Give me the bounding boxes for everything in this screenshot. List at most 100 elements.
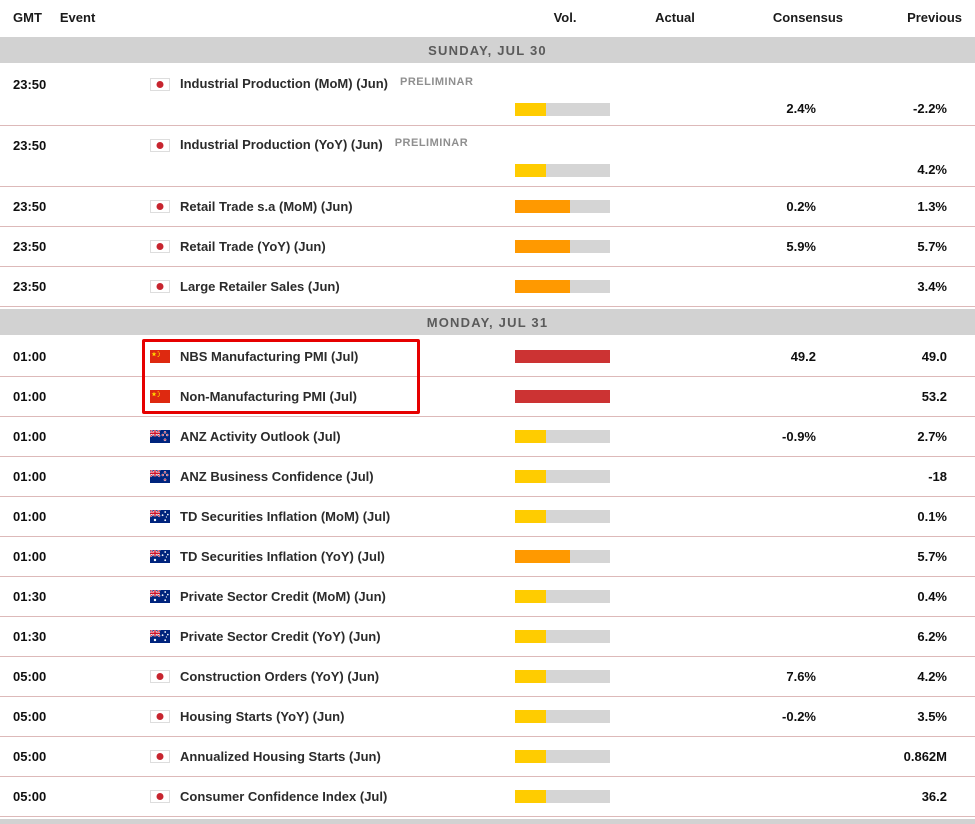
- event-time: 05:00: [13, 669, 47, 684]
- event-title: Construction Orders (YoY) (Jun): [180, 669, 380, 684]
- col-header-gmt: GMT: [13, 10, 42, 25]
- vol-cell: [515, 657, 615, 696]
- col-header-vol: Vol.: [553, 10, 577, 25]
- previous-value: 1.3%: [917, 199, 947, 214]
- event-time: 23:50: [13, 199, 47, 214]
- previous-value: -2.2%: [913, 101, 947, 116]
- event-time: 01:00: [13, 389, 47, 404]
- volatility-bar: [515, 430, 610, 443]
- consensus-value: [735, 737, 860, 776]
- event-note: PRELIMINAR: [399, 76, 474, 88]
- previous-value: -18: [928, 469, 947, 484]
- volatility-bar-fill: [515, 710, 547, 723]
- flag-cell: [140, 267, 172, 306]
- event-cell: Retail Trade (YoY) (Jun): [172, 227, 515, 266]
- vol-cell: [515, 187, 615, 226]
- event-row[interactable]: 01:30 Private Sector Credit (YoY) (Jun) 6.…: [0, 617, 975, 657]
- volatility-bar: [515, 550, 610, 563]
- event-row[interactable]: 23:50 Industrial Production (MoM) (Jun) PR…: [0, 65, 975, 126]
- vol-cell: [515, 497, 615, 536]
- previous-value: 4.2%: [917, 162, 947, 177]
- flag-cell: [140, 417, 172, 456]
- table-header: GMT Event Vol. Actual Consensus Previous: [0, 0, 975, 35]
- australia-flag-icon: [150, 630, 170, 643]
- consensus-value: [735, 497, 860, 536]
- event-time: 23:50: [13, 77, 47, 92]
- japan-flag-icon: [150, 670, 170, 683]
- volatility-bar: [515, 164, 610, 177]
- event-time: 05:00: [13, 789, 47, 804]
- event-row[interactable]: 01:00 ANZ Business Confidence (Jul) -18: [0, 457, 975, 497]
- event-title: Private Sector Credit (YoY) (Jun): [180, 629, 381, 644]
- vol-cell: [515, 777, 615, 816]
- china-flag-icon: [150, 390, 170, 403]
- flag-cell: [140, 497, 172, 536]
- event-cell: Annualized Housing Starts (Jun): [172, 737, 515, 776]
- event-title: Industrial Production (YoY) (Jun): [180, 137, 383, 152]
- event-cell: NBS Manufacturing PMI (Jul): [172, 337, 515, 376]
- event-time: 05:00: [13, 749, 47, 764]
- flag-cell: [140, 737, 172, 776]
- event-row[interactable]: 01:00 NBS Manufacturing PMI (Jul) 49.2 49.0: [0, 337, 975, 377]
- volatility-bar-fill: [515, 240, 571, 253]
- event-cell: Construction Orders (YoY) (Jun): [172, 657, 515, 696]
- event-row[interactable]: 01:00 Non-Manufacturing PMI (Jul) 53.2: [0, 377, 975, 417]
- volatility-bar: [515, 590, 610, 603]
- event-row[interactable]: 23:50 Large Retailer Sales (Jun) 3.4%: [0, 267, 975, 307]
- event-title: Industrial Production (MoM) (Jun): [180, 76, 388, 91]
- previous-value: 2.7%: [917, 429, 947, 444]
- japan-flag-icon: [150, 750, 170, 763]
- australia-flag-icon: [150, 590, 170, 603]
- consensus-value: -0.9%: [782, 429, 816, 444]
- actual-value: [615, 577, 735, 616]
- volatility-bar-fill: [515, 790, 547, 803]
- event-row[interactable]: 05:00 Annualized Housing Starts (Jun) 0.86…: [0, 737, 975, 777]
- event-cell: Industrial Production (YoY) (Jun) PRELIMI…: [172, 126, 515, 186]
- event-time: 05:00: [13, 709, 47, 724]
- event-row[interactable]: 23:50 Retail Trade s.a (MoM) (Jun) 0.2% 1.3…: [0, 187, 975, 227]
- actual-value: [615, 227, 735, 266]
- japan-flag-icon: [150, 200, 170, 213]
- consensus-value: [735, 577, 860, 616]
- new-zealand-flag-icon: [150, 430, 170, 443]
- event-cell: TD Securities Inflation (YoY) (Jul): [172, 537, 515, 576]
- actual-value: [615, 65, 735, 125]
- next-day-header-edge: [0, 819, 975, 824]
- event-row[interactable]: 01:00 ANZ Activity Outlook (Jul) -0.9% 2.7%: [0, 417, 975, 457]
- flag-cell: [140, 537, 172, 576]
- event-time: 01:00: [13, 509, 47, 524]
- event-cell: Private Sector Credit (MoM) (Jun): [172, 577, 515, 616]
- previous-value: 3.5%: [917, 709, 947, 724]
- event-title: Large Retailer Sales (Jun): [180, 279, 340, 294]
- japan-flag-icon: [150, 78, 170, 91]
- event-row[interactable]: 05:00 Housing Starts (YoY) (Jun) -0.2% 3.5%: [0, 697, 975, 737]
- volatility-bar-fill: [515, 103, 547, 116]
- vol-cell: [515, 417, 615, 456]
- event-row[interactable]: 05:00 Consumer Confidence Index (Jul) 36.2: [0, 777, 975, 817]
- volatility-bar: [515, 510, 610, 523]
- consensus-value: [735, 126, 860, 186]
- event-cell: Housing Starts (YoY) (Jun): [172, 697, 515, 736]
- actual-value: [615, 737, 735, 776]
- volatility-bar: [515, 670, 610, 683]
- japan-flag-icon: [150, 240, 170, 253]
- event-title: ANZ Business Confidence (Jul): [180, 469, 374, 484]
- actual-value: [615, 617, 735, 656]
- consensus-value: 7.6%: [786, 669, 816, 684]
- event-row[interactable]: 23:50 Industrial Production (YoY) (Jun) PR…: [0, 126, 975, 187]
- event-row[interactable]: 01:30 Private Sector Credit (MoM) (Jun) 0.…: [0, 577, 975, 617]
- previous-value: 49.0: [921, 349, 947, 364]
- event-row[interactable]: 01:00 TD Securities Inflation (MoM) (Jul)…: [0, 497, 975, 537]
- flag-cell: [140, 777, 172, 816]
- col-header-previous: Previous: [907, 10, 962, 25]
- japan-flag-icon: [150, 280, 170, 293]
- volatility-bar: [515, 240, 610, 253]
- event-time: 01:00: [13, 429, 47, 444]
- consensus-value: [735, 267, 860, 306]
- event-row[interactable]: 05:00 Construction Orders (YoY) (Jun) 7.6%…: [0, 657, 975, 697]
- vol-cell: [515, 126, 615, 186]
- australia-flag-icon: [150, 510, 170, 523]
- event-row[interactable]: 23:50 Retail Trade (YoY) (Jun) 5.9% 5.7%: [0, 227, 975, 267]
- event-row[interactable]: 01:00 TD Securities Inflation (YoY) (Jul)…: [0, 537, 975, 577]
- volatility-bar-fill: [515, 670, 547, 683]
